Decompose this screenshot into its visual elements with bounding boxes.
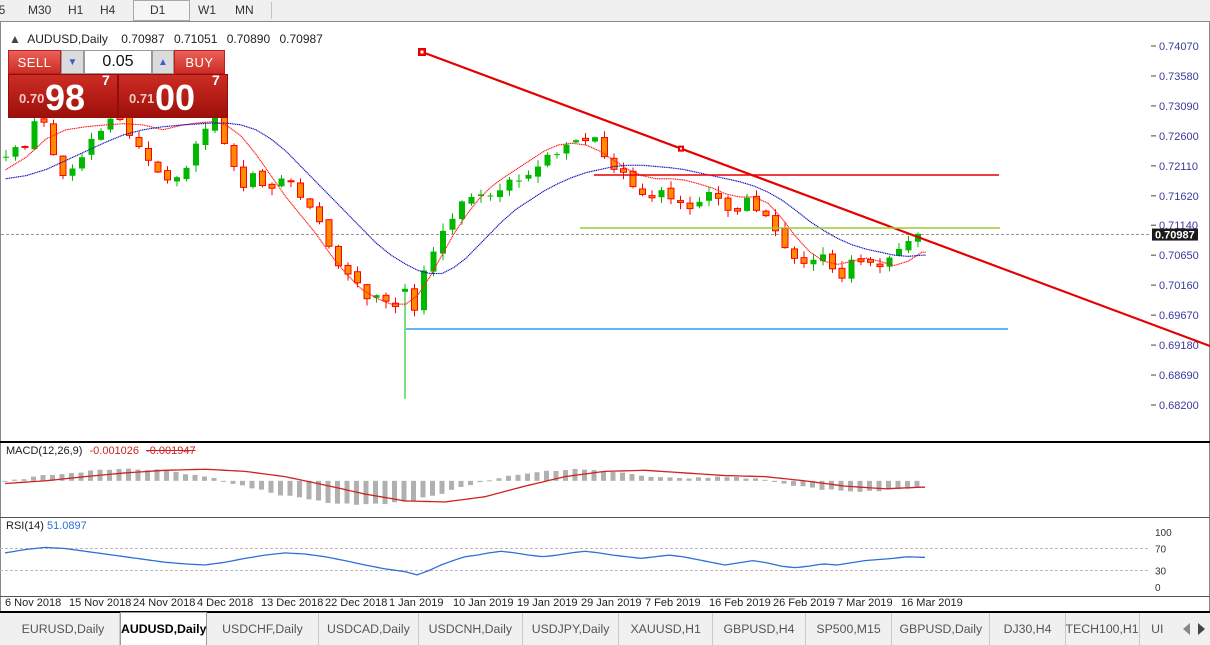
svg-text:70: 70 <box>1155 545 1167 556</box>
svg-text:0.72110: 0.72110 <box>1159 161 1198 173</box>
svg-text:0.69670: 0.69670 <box>1159 310 1199 322</box>
svg-text:0.74070: 0.74070 <box>1159 41 1199 53</box>
svg-text:0.68200: 0.68200 <box>1159 400 1199 412</box>
svg-text:0.70160: 0.70160 <box>1159 280 1199 292</box>
svg-text:0.70650: 0.70650 <box>1159 250 1199 262</box>
svg-text:0.68690: 0.68690 <box>1159 370 1199 382</box>
svg-text:100: 100 <box>1155 528 1172 539</box>
svg-text:0: 0 <box>1155 583 1161 594</box>
svg-text:0.73580: 0.73580 <box>1159 71 1199 83</box>
svg-text:0.70987: 0.70987 <box>1155 230 1195 242</box>
svg-text:0.72600: 0.72600 <box>1159 131 1199 143</box>
svg-text:0.69180: 0.69180 <box>1159 340 1199 352</box>
svg-text:0.73090: 0.73090 <box>1159 101 1199 113</box>
svg-text:30: 30 <box>1155 567 1167 578</box>
svg-text:0.71620: 0.71620 <box>1159 191 1199 203</box>
